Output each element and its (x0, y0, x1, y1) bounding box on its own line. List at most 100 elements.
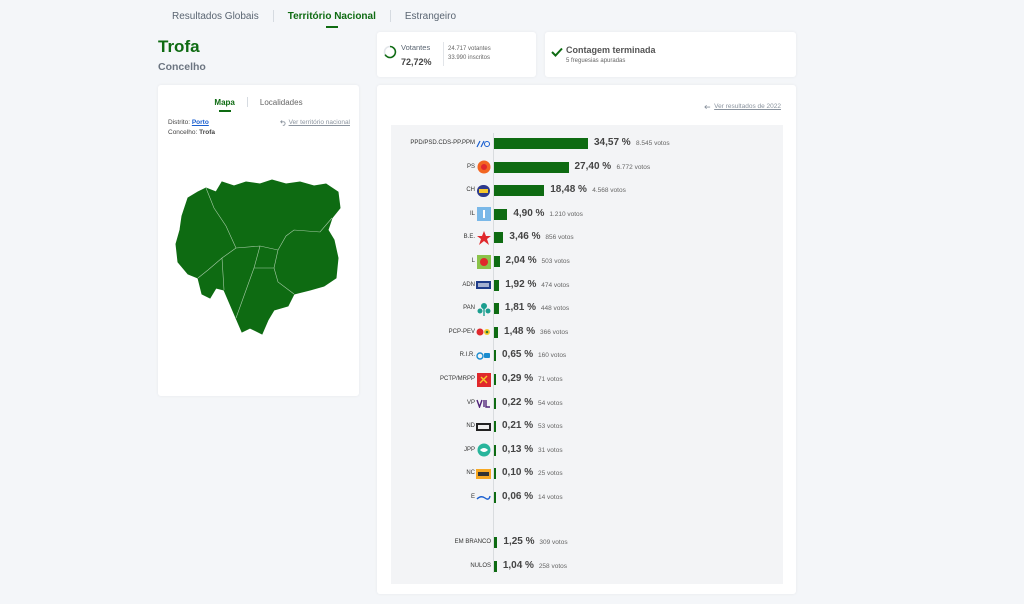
party-row[interactable]: PS 27,40 % 6.772 votos (391, 160, 783, 176)
party-row[interactable]: PPD/PSD.CDS-PP.PPM 34,57 % 8.545 votos (391, 136, 783, 152)
nd-logo-icon (476, 419, 491, 434)
map-region-freguesia[interactable] (175, 179, 341, 335)
party-row[interactable]: PCP-PEV 1,48 % 366 votos (391, 325, 783, 341)
tab-territorio-nacional[interactable]: Território Nacional (274, 0, 390, 32)
party-row[interactable]: PCTP/MRPP 0,29 % 71 votos (391, 372, 783, 388)
party-name: EM BRANCO (454, 539, 491, 545)
previous-results-link[interactable]: Ver resultados de 2022 (704, 103, 781, 110)
party-percent: 4,90 % (513, 207, 545, 219)
party-bar (494, 444, 496, 456)
party-row[interactable]: L 2,04 % 503 votos (391, 254, 783, 270)
party-name: PCP-PEV (448, 328, 475, 335)
turnout-divider (443, 42, 444, 66)
party-percent: 2,04 % (505, 255, 537, 266)
party-votes: 448 votos (540, 305, 570, 313)
livre-logo-icon (476, 254, 491, 269)
party-row[interactable]: E 0,06 % 14 votos (391, 490, 783, 506)
party-votes: 71 votos (538, 376, 563, 383)
party-name: NC (466, 470, 475, 477)
party-bar (494, 303, 499, 315)
party-votes: 1.210 votos (549, 210, 583, 218)
party-bar (494, 326, 499, 338)
tab-estrangeiro[interactable]: Estrangeiro (404, 10, 457, 22)
county-map[interactable] (174, 178, 344, 338)
party-bar (494, 560, 497, 572)
national-territory-link-label: Ver território nacional (288, 119, 350, 126)
national-territory-link[interactable]: Ver território nacional (279, 119, 350, 126)
turnout-percent: 72,72% (401, 57, 432, 67)
party-name: ADN (462, 281, 475, 288)
party-bar (494, 350, 496, 362)
party-percent: 1,92 % (505, 278, 537, 290)
volt-logo-icon (476, 396, 491, 411)
tab-resultados-globais[interactable]: Resultados Globais (172, 10, 259, 22)
party-votes: 25 votos (538, 470, 563, 478)
nav-divider (389, 10, 391, 22)
count-status-subtitle: 5 freguesias apuradas (566, 58, 626, 64)
rir-logo-icon (476, 348, 491, 363)
party-percent: 0,21 % (502, 420, 534, 432)
party-row[interactable]: B.E. 3,46 % 856 votos (391, 230, 783, 246)
ad-logo-icon (476, 136, 491, 151)
turnout-label: Votantes (401, 43, 431, 52)
ergue-te-logo-icon (476, 490, 491, 505)
party-bar (494, 161, 569, 173)
party-bar (494, 256, 500, 267)
party-bar (494, 397, 496, 409)
party-bar (494, 374, 496, 385)
party-votes: 309 votos (539, 539, 568, 546)
party-votes: 31 votos (538, 446, 563, 454)
tab-localities[interactable]: Localidades (259, 97, 303, 107)
party-name: CH (466, 187, 475, 194)
party-row[interactable]: JPP 0,13 % 31 votos (391, 443, 783, 459)
party-row[interactable]: R.I.R. 0,65 % 160 votos (391, 348, 783, 364)
turnout-card: Votantes 72,72% 24.717 votantes 33.990 i… (377, 32, 536, 77)
cdu-logo-icon (476, 325, 491, 340)
party-row[interactable]: NULOS 1,04 % 258 votos (391, 559, 783, 575)
arrow-left-icon (704, 104, 711, 109)
party-name: JPP (463, 446, 475, 453)
party-name: IL (469, 210, 475, 217)
previous-results-label: Ver resultados de 2022 (714, 103, 781, 110)
pctp-logo-icon (476, 372, 491, 387)
count-status-title: Contagem terminada (566, 45, 656, 55)
party-percent: 34,57 % (594, 137, 631, 148)
party-percent: 0,22 % (502, 396, 534, 408)
party-name: PAN (463, 305, 475, 312)
party-row[interactable]: NC 0,10 % 25 votos (391, 466, 783, 482)
ch-logo-icon (476, 183, 491, 198)
party-name: E (470, 494, 475, 500)
party-percent: 1,25 % (503, 536, 535, 547)
page-subtitle: Concelho (158, 61, 206, 73)
party-votes: 53 votos (538, 423, 563, 431)
party-votes: 4.568 votos (592, 187, 626, 195)
il-logo-icon (476, 207, 491, 222)
party-bar (494, 232, 504, 244)
tab-map[interactable]: Mapa (202, 98, 246, 112)
party-row[interactable]: ADN 1,92 % 474 votos (391, 278, 783, 294)
registered-count: 33.990 inscritos (448, 55, 491, 61)
party-name: NULOS (470, 562, 491, 569)
party-percent: 0,10 % (502, 467, 534, 479)
party-votes: 8.545 votos (636, 140, 670, 147)
party-row[interactable]: ND 0,21 % 53 votos (391, 419, 783, 435)
party-row[interactable]: CH 18,48 % 4.568 votos (391, 183, 783, 199)
district-label: Distrito: (168, 119, 191, 126)
party-name: R.I.R. (459, 352, 475, 359)
chart-axis (493, 133, 494, 573)
party-votes: 474 votos (541, 281, 570, 289)
party-votes: 54 votos (538, 399, 563, 407)
party-bar (494, 421, 496, 433)
party-row[interactable]: IL 4,90 % 1.210 votos (391, 207, 783, 223)
turnout-progress-icon (383, 45, 397, 59)
map-panel: Mapa Localidades Distrito: Porto Concelh… (158, 85, 359, 396)
district-line: Distrito: Porto (168, 119, 209, 126)
party-row[interactable]: VP 0,22 % 54 votos (391, 396, 783, 412)
party-votes: 366 votos (540, 328, 569, 336)
party-row[interactable]: EM BRANCO 1,25 % 309 votos (391, 535, 783, 551)
party-row[interactable]: PAN 1,81 % 448 votos (391, 301, 783, 317)
district-link[interactable]: Porto (191, 119, 209, 126)
party-votes: 503 votos (541, 258, 570, 265)
party-name: ND (466, 423, 475, 430)
party-percent: 1,04 % (502, 559, 534, 571)
